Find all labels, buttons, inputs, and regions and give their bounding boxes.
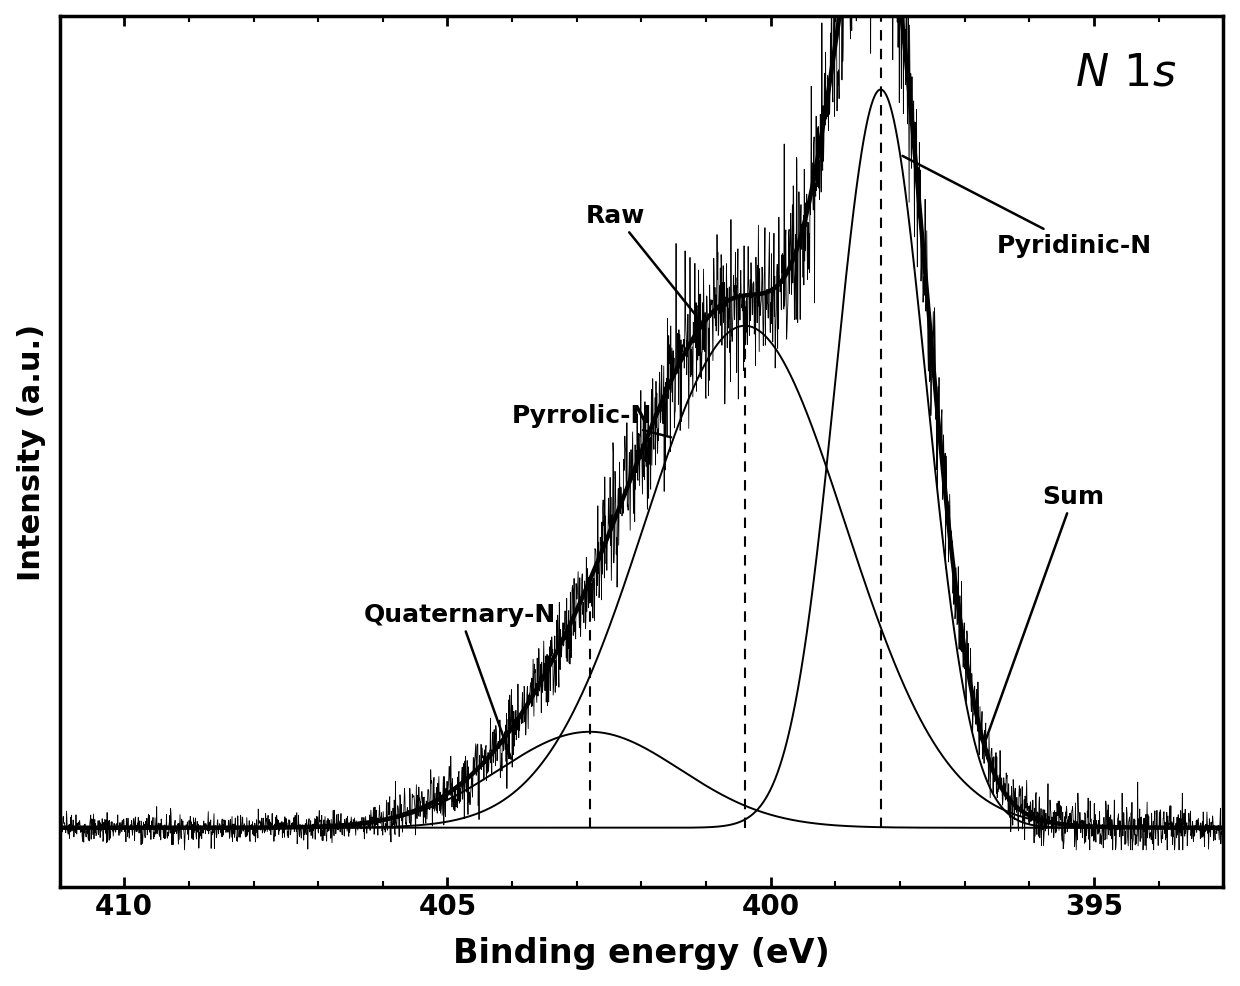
X-axis label: Binding energy (eV): Binding energy (eV) [453, 937, 830, 969]
Text: Raw: Raw [585, 204, 701, 322]
Text: Pyrrolic-N: Pyrrolic-N [512, 403, 671, 438]
Y-axis label: Intensity (a.u.): Intensity (a.u.) [16, 323, 46, 580]
Text: Sum: Sum [985, 484, 1105, 742]
Text: Pyridinic-N: Pyridinic-N [903, 157, 1152, 257]
Text: $\it{N}$ $\it{1s}$: $\it{N}$ $\it{1s}$ [1075, 51, 1177, 95]
Text: Quaternary-N: Quaternary-N [363, 602, 556, 759]
